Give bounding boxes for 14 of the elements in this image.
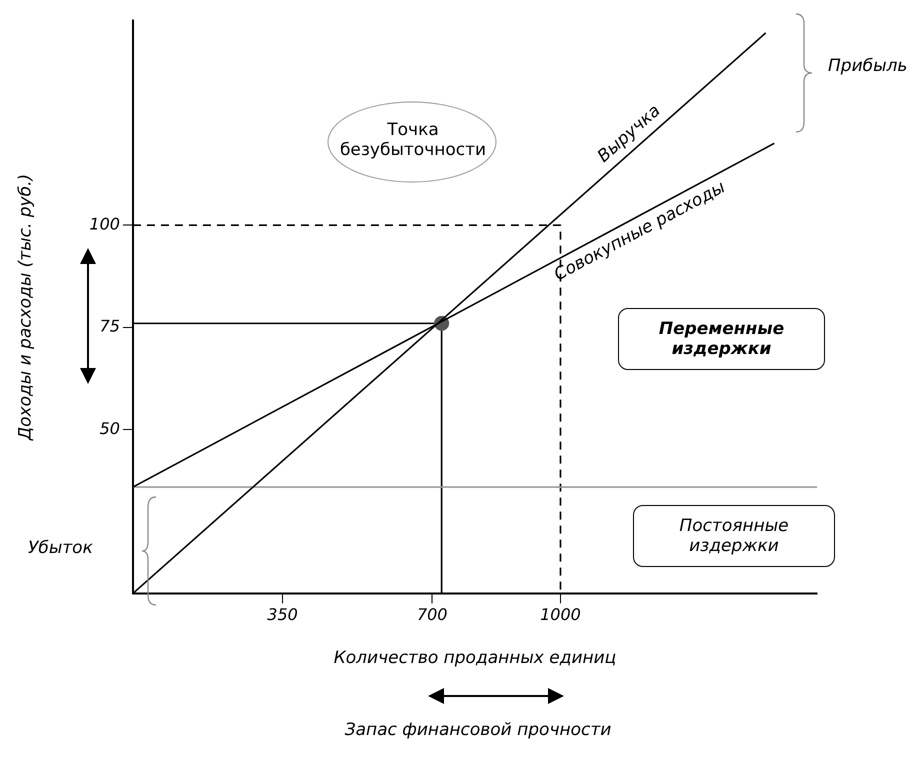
text: Запас финансовой прочности bbox=[344, 720, 612, 740]
x-tick-label: 350 bbox=[267, 605, 298, 624]
y-axis-title: Доходы и расходы (тыс. руб.) bbox=[16, 174, 36, 442]
annotation: Переменные издержки bbox=[658, 319, 784, 359]
x-tick-label: 1000 bbox=[540, 605, 581, 624]
text: Убыток bbox=[28, 538, 93, 558]
x-tick-label: 700 bbox=[416, 605, 448, 624]
text: Прибыль bbox=[828, 56, 908, 76]
y-tick-label: 50 bbox=[100, 418, 120, 438]
annotation: Постоянные издержки bbox=[679, 516, 789, 556]
x-axis-title: Количество проданных единиц bbox=[334, 648, 616, 668]
annotation: Точка безубыточности bbox=[340, 120, 486, 160]
y-tick-label: 100 bbox=[89, 214, 120, 234]
y-tick-label: 75 bbox=[100, 316, 120, 336]
